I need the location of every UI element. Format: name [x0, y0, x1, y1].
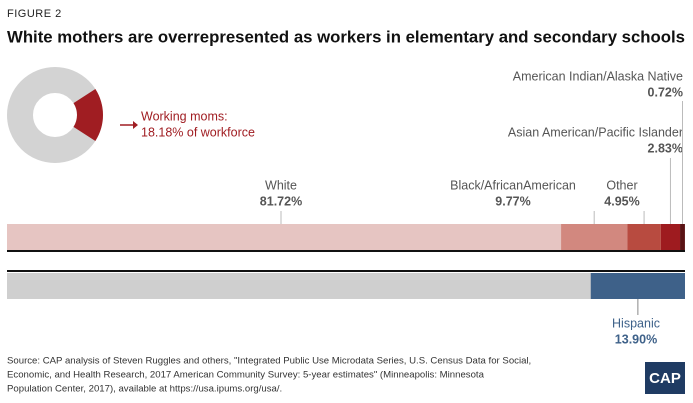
segment-value: 81.72%: [260, 194, 302, 208]
bar-segment: [7, 224, 562, 250]
bar-segment: [561, 224, 628, 250]
chart-title: White mothers are overrepresented as wor…: [7, 27, 685, 46]
segment-name: White: [265, 178, 297, 192]
annotation-value: 18.18% of workforce: [141, 125, 255, 139]
segment-name: Hispanic: [612, 316, 660, 330]
bar-segment: [590, 273, 685, 299]
annotation-label: Working moms:: [141, 109, 228, 123]
bar-segment: [680, 224, 685, 250]
bar-segment: [627, 224, 661, 250]
source-line: Source: CAP analysis of Steven Ruggles a…: [7, 356, 531, 367]
source-line: Population Center, 2017), available at h…: [7, 384, 282, 395]
segment-value: 13.90%: [615, 332, 657, 346]
segment-name: American Indian/Alaska Native: [513, 69, 683, 83]
source-line: Economic, and Health Research, 2017 Amer…: [7, 370, 485, 381]
segment-name: Asian American/Pacific Islander: [508, 125, 683, 139]
segment-value: 2.83%: [648, 141, 683, 155]
figure-label: FIGURE 2: [7, 8, 62, 20]
bar-segment: [660, 224, 681, 250]
segment-value: 9.77%: [495, 194, 530, 208]
logo: CAP: [649, 370, 681, 387]
segment-value: 4.95%: [604, 194, 639, 208]
bar-background: [7, 273, 685, 299]
segment-name: Other: [606, 178, 637, 192]
donut-slice: [73, 89, 103, 141]
segment-name: Black/AfricanAmerican: [450, 178, 576, 192]
arrow-head: [133, 121, 138, 129]
logo-box: [645, 362, 685, 394]
segment-value: 0.72%: [648, 85, 683, 99]
